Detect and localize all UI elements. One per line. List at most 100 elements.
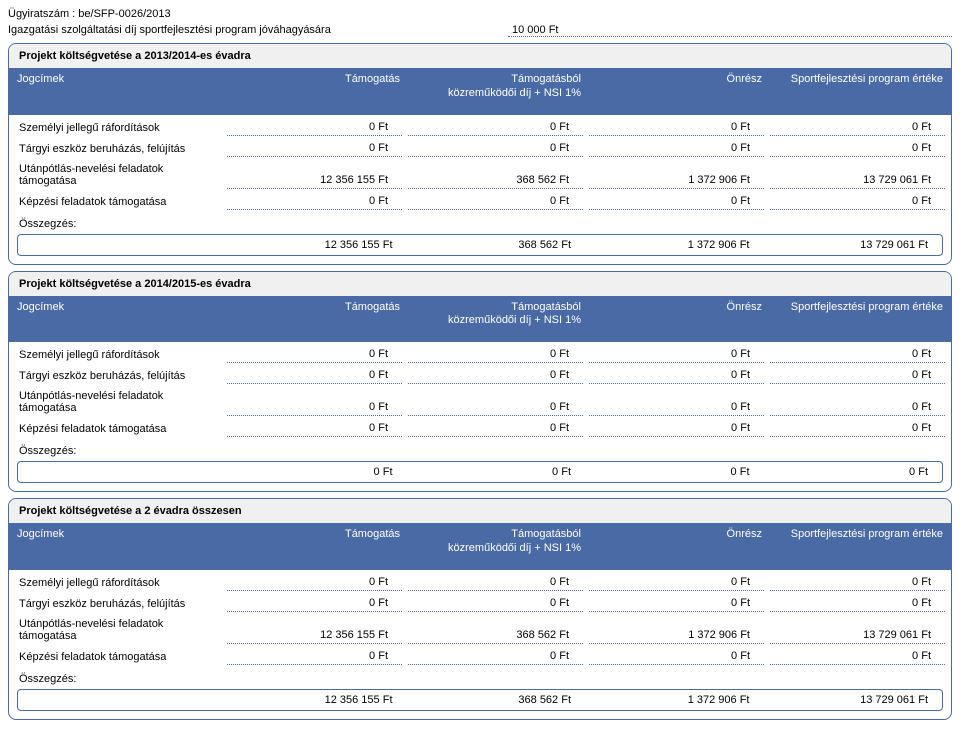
cell-value: 0 Ft (589, 195, 764, 210)
cell-value: 0 Ft (589, 369, 764, 384)
case-number: Ügyiratszám : be/SFP-0026/2013 (8, 8, 952, 20)
table-row: Tárgyi eszköz beruházás, felújítás0 Ft0 … (9, 136, 951, 157)
cell-value: 0 Ft (770, 401, 945, 416)
summary-value: 1 372 906 Ft (585, 694, 764, 706)
table-row: Utánpótlás-nevelési feladatok támogatása… (9, 612, 951, 644)
section-title: Projekt költségvetése a 2013/2014-es éva… (9, 44, 951, 69)
section-title: Projekt költségvetése a 2 évadra összese… (9, 499, 951, 524)
cell-value: 0 Ft (770, 650, 945, 665)
hdr-jogcimek: Jogcímek (9, 524, 227, 570)
cell-value: 0 Ft (227, 597, 402, 612)
summary-value: 0 Ft (407, 466, 586, 478)
summary-value: 0 Ft (585, 466, 764, 478)
hdr-kozremukodoi: Támogatásbólközreműködői díj + NSI 1% (408, 69, 589, 115)
page-subtitle: Igazgatási szolgáltatási díj sportfejles… (8, 24, 508, 37)
summary-value: 368 562 Ft (407, 694, 586, 706)
cell-value: 0 Ft (770, 576, 945, 591)
cell-value: 0 Ft (589, 597, 764, 612)
budget-section: Projekt költségvetése a 2 évadra összese… (8, 498, 952, 720)
cell-value: 0 Ft (589, 142, 764, 157)
table-row: Képzési feladatok támogatása0 Ft0 Ft0 Ft… (9, 644, 951, 665)
cell-value: 0 Ft (227, 142, 402, 157)
cell-value: 1 372 906 Ft (589, 174, 764, 189)
table-row: Képzési feladatok támogatása0 Ft0 Ft0 Ft… (9, 416, 951, 437)
row-label: Utánpótlás-nevelési feladatok támogatása (9, 618, 227, 644)
table-row: Képzési feladatok támogatása0 Ft0 Ft0 Ft… (9, 189, 951, 210)
summary-value: 1 372 906 Ft (585, 239, 764, 251)
table-row: Utánpótlás-nevelési feladatok támogatása… (9, 384, 951, 416)
table-row: Személyi jellegű ráfordítások 0 Ft 0 Ft 0 F… (9, 570, 951, 591)
hdr-program-ertek: Sportfejlesztési program értéke (770, 297, 951, 343)
summary-label: Összegzés: (9, 210, 951, 232)
row-label: Tárgyi eszköz beruházás, felújítás (9, 598, 227, 612)
table-row: Személyi jellegű ráfordítások0 Ft0 Ft0 F… (9, 342, 951, 363)
row-label: Képzési feladatok támogatása (9, 196, 227, 210)
hdr-onresz: Önrész (589, 297, 770, 343)
cell-value: 0 Ft (408, 422, 583, 437)
summary-value: 13 729 061 Ft (764, 239, 943, 251)
cell-value: 12 356 155 Ft (227, 629, 402, 644)
row-label: Személyi jellegű ráfordítások (9, 577, 227, 591)
budget-section: Projekt költségvetése a 2014/2015-es éva… (8, 271, 952, 493)
row-label: Utánpótlás-nevelési feladatok támogatása (9, 390, 227, 416)
table-row: Utánpótlás-nevelési feladatok támogatása… (9, 157, 951, 189)
table-header-row: JogcímekTámogatásTámogatásbólközreműködő… (9, 524, 951, 570)
section-title: Projekt költségvetése a 2014/2015-es éva… (9, 272, 951, 297)
summary-value: 12 356 155 Ft (228, 239, 407, 251)
summary-value: 368 562 Ft (407, 239, 586, 251)
cell-value: 0 Ft (589, 348, 764, 363)
cell-value: 0 Ft (408, 597, 583, 612)
cell-value: 0 Ft (227, 348, 402, 363)
hdr-onresz: Önrész (589, 69, 770, 115)
cell-value: 0 Ft (227, 369, 402, 384)
cell-value: 0 Ft (770, 597, 945, 612)
cell-value: 0 Ft (227, 422, 402, 437)
hdr-program-ertek: Sportfejlesztési program értéke (770, 69, 951, 115)
cell-value: 0 Ft (589, 576, 764, 591)
summary-value: 0 Ft (764, 466, 943, 478)
cell-value: 0 Ft (770, 369, 945, 384)
hdr-onresz: Önrész (589, 524, 770, 570)
cell-value: 0 Ft (770, 142, 945, 157)
cell-value: 0 Ft (408, 195, 583, 210)
table-row: Személyi jellegű ráfordítások0 Ft0 Ft0 F… (9, 115, 951, 136)
hdr-kozremukodoi: Támogatásbólközreműködői díj + NSI 1% (408, 524, 589, 570)
page-fee: 10 000 Ft (508, 24, 952, 37)
summary-label: Összegzés: (9, 437, 951, 459)
cell-value: 13 729 061 Ft (770, 174, 945, 189)
cell-value: 0 Ft (408, 576, 583, 591)
subtitle-row: Igazgatási szolgáltatási díj sportfejles… (8, 24, 952, 37)
table-header-row: JogcímekTámogatásTámogatásbólközreműködő… (9, 297, 951, 343)
cell-value: 0 Ft (770, 195, 945, 210)
cell-value: 0 Ft (589, 401, 764, 416)
cell-value: 0 Ft (227, 121, 402, 136)
hdr-tamogatas: Támogatás (227, 524, 408, 570)
row-label: Tárgyi eszköz beruházás, felújítás (9, 370, 227, 384)
row-label: Tárgyi eszköz beruházás, felújítás (9, 143, 227, 157)
cell-value: 12 356 155 Ft (227, 174, 402, 189)
summary-row: 12 356 155 Ft368 562 Ft1 372 906 Ft13 72… (17, 689, 943, 711)
cell-value: 13 729 061 Ft (770, 629, 945, 644)
summary-label: Összegzés: (9, 665, 951, 687)
cell-value: 0 Ft (408, 369, 583, 384)
summary-value: 0 Ft (228, 466, 407, 478)
cell-value: 1 372 906 Ft (589, 629, 764, 644)
hdr-jogcimek: Jogcímek (9, 69, 227, 115)
row-label: Személyi jellegű ráfordítások (9, 349, 227, 363)
cell-value: 0 Ft (227, 650, 402, 665)
row-label: Képzési feladatok támogatása (9, 651, 227, 665)
hdr-kozremukodoi: Támogatásbólközreműködői díj + NSI 1% (408, 297, 589, 343)
cell-value: 0 Ft (589, 650, 764, 665)
table-header-row: JogcímekTámogatásTámogatásbólközreműködő… (9, 69, 951, 115)
table-row: Tárgyi eszköz beruházás, felújítás0 Ft0 … (9, 591, 951, 612)
cell-value: 0 Ft (227, 195, 402, 210)
cell-value: 368 562 Ft (408, 174, 583, 189)
cell-value: 0 Ft (227, 401, 402, 416)
cell-value: 368 562 Ft (408, 629, 583, 644)
summary-value: 13 729 061 Ft (764, 694, 943, 706)
budget-section: Projekt költségvetése a 2013/2014-es éva… (8, 43, 952, 265)
hdr-tamogatas: Támogatás (227, 297, 408, 343)
summary-value: 12 356 155 Ft (228, 694, 407, 706)
row-label: Személyi jellegű ráfordítások (9, 122, 227, 136)
cell-value: 0 Ft (408, 650, 583, 665)
